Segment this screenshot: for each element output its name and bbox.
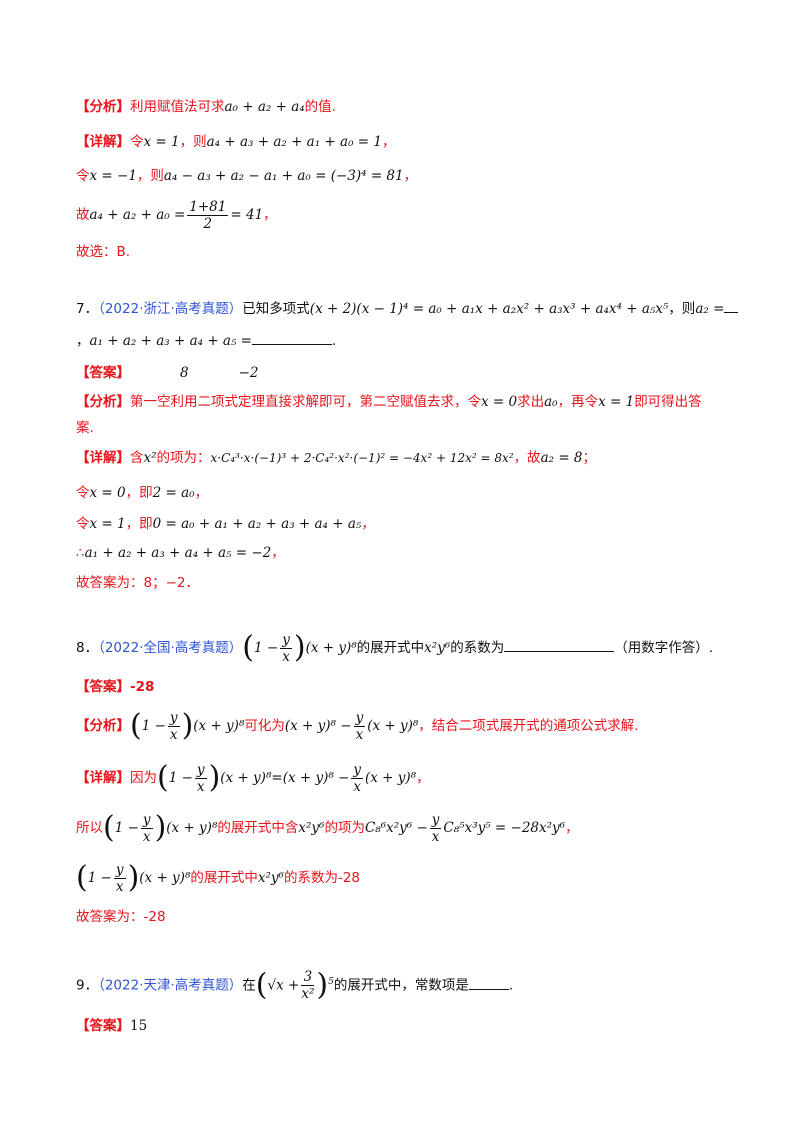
q8-number: 8．	[76, 640, 99, 656]
q8-detail-2: 所以(1 − y x)(x + y)⁸的展开式中含x²y⁶的项为C₈⁶x²y⁶ − y…	[76, 810, 579, 845]
q8-conclusion: 故答案为：-28	[76, 909, 166, 925]
answer-tag: 【答案】	[76, 679, 130, 695]
analysis-tag: 【分析】	[76, 99, 130, 115]
detail-tag: 【详解】	[76, 450, 130, 466]
detail-line-b1-2: 令x = −1，则a₄ − a₃ + a₂ − a₁ + a₀ = (−3)⁴ …	[76, 168, 418, 184]
answer-tag: 【答案】	[76, 1018, 130, 1034]
q8-stem: 8．（2022·全国·高考真题）(1 − y x)(x + y)⁸的展开式中x²y⁶…	[76, 630, 714, 665]
q7-detail-4: ∴a₁ + a₂ + a₃ + a₄ + a₅ = −2，	[76, 545, 285, 561]
detail-line-b1-3: 故a₄ + a₂ + a₀ = 1+81 2 = 41，	[76, 198, 277, 232]
q7-detail-2: 令x = 0，即2 = a₀，	[76, 485, 209, 501]
answer-blank	[724, 312, 739, 313]
answer-blank	[468, 988, 509, 990]
q8-answer: 【答案】-28	[76, 679, 155, 695]
conclusion-b1: 故选：B.	[76, 244, 131, 260]
answer-tag: 【答案】	[76, 365, 130, 381]
q8-detail-3: (1 − y x)(x + y)⁸的展开式中x²y⁶的系数为-28	[76, 860, 361, 895]
q7-stem: 7．（2022·浙江·高考真题）已知多项式(x + 2)(x − 1)⁴ = a…	[76, 299, 739, 319]
q9-answer: 【答案】15	[76, 1018, 148, 1034]
q9-stem: 9．（2022·天津·高考真题）在(√x +3 x²)5的展开式中，常数项是.	[76, 967, 514, 1003]
analysis-tag: 【分析】	[76, 718, 130, 734]
detail-tag: 【详解】	[76, 770, 130, 786]
q8-source: （2022·全国·高考真题）	[98, 640, 243, 656]
q7-answer: 【答案】 8 −2	[76, 365, 259, 381]
q7-analysis: 【分析】第一空利用二项式定理直接求解即可，第二空赋值去求，令x = 0求出a₀，…	[76, 394, 702, 410]
detail-tag: 【详解】	[76, 134, 130, 150]
detail-line-b1-1: 【详解】令x = 1，则a₄ + a₃ + a₂ + a₁ + a₀ = 1，	[76, 134, 396, 150]
answer-blank	[251, 344, 332, 345]
q7-source: （2022·浙江·高考真题）	[98, 301, 243, 317]
q7-detail-3: 令x = 1，即0 = a₀ + a₁ + a₂ + a₃ + a₄ + a₅，	[76, 516, 375, 532]
q8-detail-1: 【详解】因为(1 − y x)(x + y)⁸=(x + y)⁸ − y x (x + y…	[76, 760, 430, 795]
answer-blank	[504, 651, 615, 652]
analysis-tag: 【分析】	[76, 394, 130, 410]
q7-analysis-line2: 案.	[76, 420, 94, 436]
q7-detail-1: 【详解】含x²的项为：x·C₄³·x·(−1)³ + 2·C₄²·x²·(−1)…	[76, 450, 597, 466]
fraction: 1+81 2	[187, 198, 229, 232]
q7-number: 7．	[76, 301, 99, 317]
q9-source: （2022·天津·高考真题）	[98, 977, 243, 994]
q8-analysis: 【分析】(1 − y x)(x + y)⁸可化为(x + y)⁸ − y x (x + y…	[76, 708, 639, 743]
q7-conclusion: 故答案为：8；−2．	[76, 575, 199, 591]
analysis-line-b1: 【分析】利用赋值法可求a₀ + a₂ + a₄的值.	[76, 99, 336, 115]
q7-stem-line2: ，a₁ + a₂ + a₃ + a₄ + a₅ =.	[76, 333, 337, 349]
q9-number: 9．	[76, 977, 99, 994]
